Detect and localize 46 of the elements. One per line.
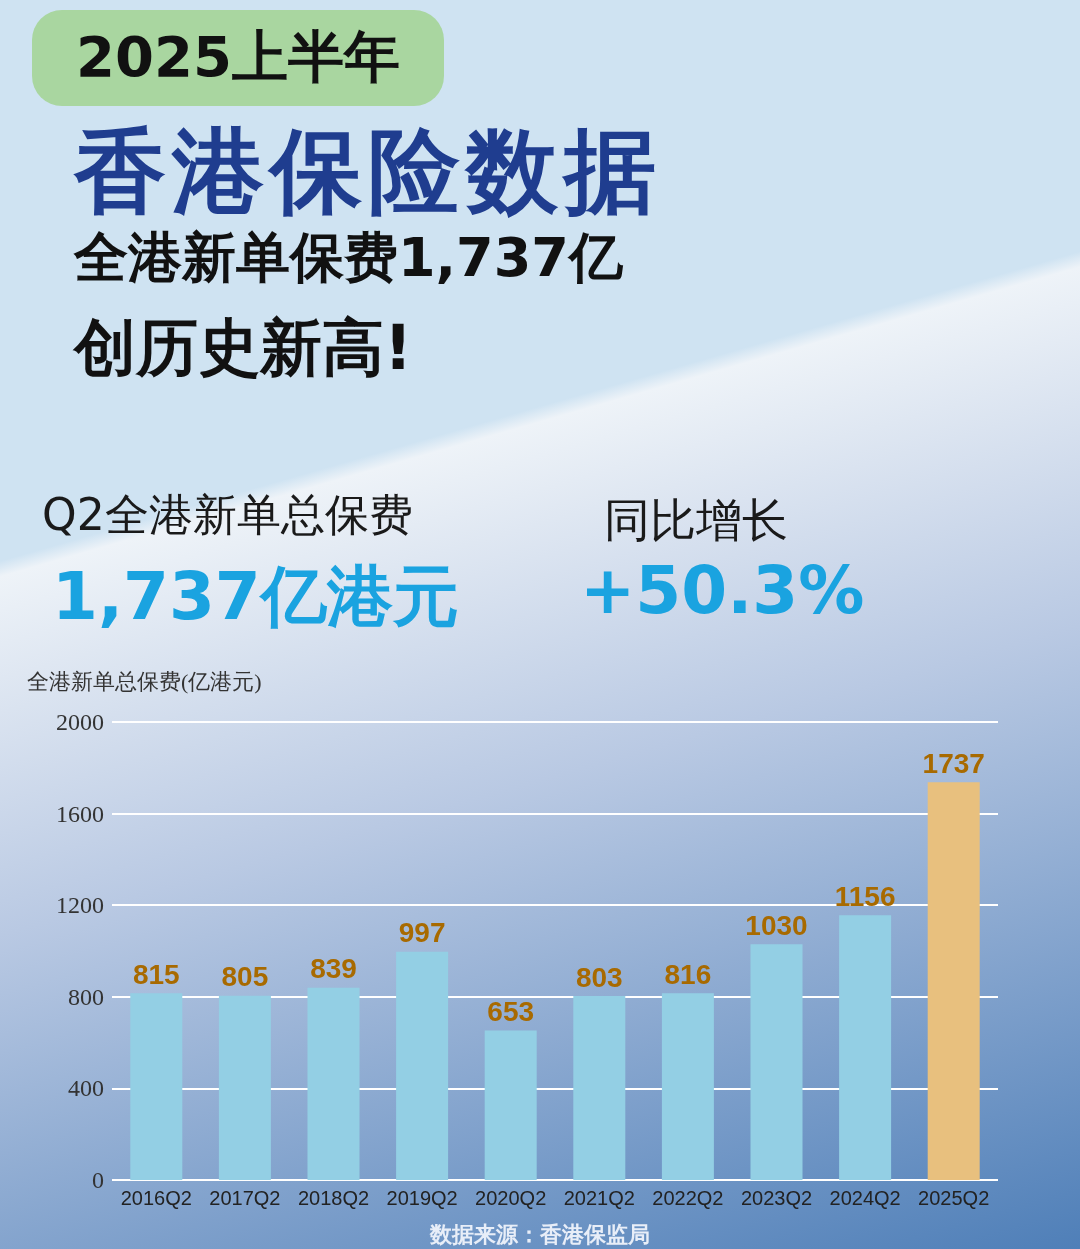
y-tick-label: 1200	[56, 892, 104, 919]
data-label: 997	[398, 917, 446, 949]
bar	[839, 915, 892, 1180]
data-label: 1030	[745, 909, 808, 941]
x-tick-label: 2021Q2	[563, 1187, 635, 1209]
data-label: 1737	[922, 747, 985, 779]
text: 1,737亿港元	[52, 557, 459, 637]
text: 创历史新高!	[74, 310, 413, 386]
bar	[573, 996, 626, 1180]
data-label: 1156	[834, 880, 896, 912]
x-tick-label: 2017Q2	[209, 1187, 281, 1209]
bar	[396, 951, 449, 1180]
data-label: 805	[221, 961, 269, 993]
text: 全港新单保费1,737亿	[74, 226, 623, 289]
data-label: 803	[575, 961, 623, 993]
text: +50.3%	[580, 552, 865, 629]
bar	[484, 1030, 537, 1180]
y-tick-label: 1600	[56, 800, 104, 827]
x-tick-label: 2025Q2	[918, 1187, 990, 1209]
x-tick-label: 2016Q2	[120, 1187, 192, 1209]
bar	[661, 993, 714, 1180]
x-tick-label: 2020Q2	[475, 1187, 547, 1209]
y-axis-title: 全港新单总保费(亿港元)	[27, 668, 262, 694]
y-tick-label: 0	[92, 1167, 104, 1193]
x-tick-label: 2019Q2	[386, 1187, 458, 1209]
y-tick-label: 400	[68, 1075, 104, 1102]
chart-title: 2025上半年	[32, 10, 444, 106]
data-label: 839	[310, 953, 357, 985]
bar	[218, 995, 271, 1180]
bar	[750, 944, 803, 1180]
bar	[307, 987, 360, 1180]
x-tick-label: 2022Q2	[652, 1187, 724, 1209]
data-label: 653	[487, 995, 535, 1027]
y-tick-label: 2000	[56, 709, 104, 735]
text: Q2全港新单总保费	[42, 488, 413, 542]
data-label: 816	[664, 958, 712, 990]
x-tick-label: 2024Q2	[829, 1187, 901, 1209]
bar	[130, 993, 183, 1180]
text: 同比增长	[604, 492, 788, 549]
data-label: 815	[132, 958, 180, 990]
bar	[927, 782, 980, 1180]
x-tick-label: 2023Q2	[740, 1187, 813, 1209]
x-tick-label: 2018Q2	[297, 1187, 370, 1209]
chart-subtitle: 香港保险数据	[74, 118, 662, 225]
y-tick-label: 800	[68, 983, 104, 1010]
source-note: 数据来源：香港保监局	[428, 1221, 651, 1249]
